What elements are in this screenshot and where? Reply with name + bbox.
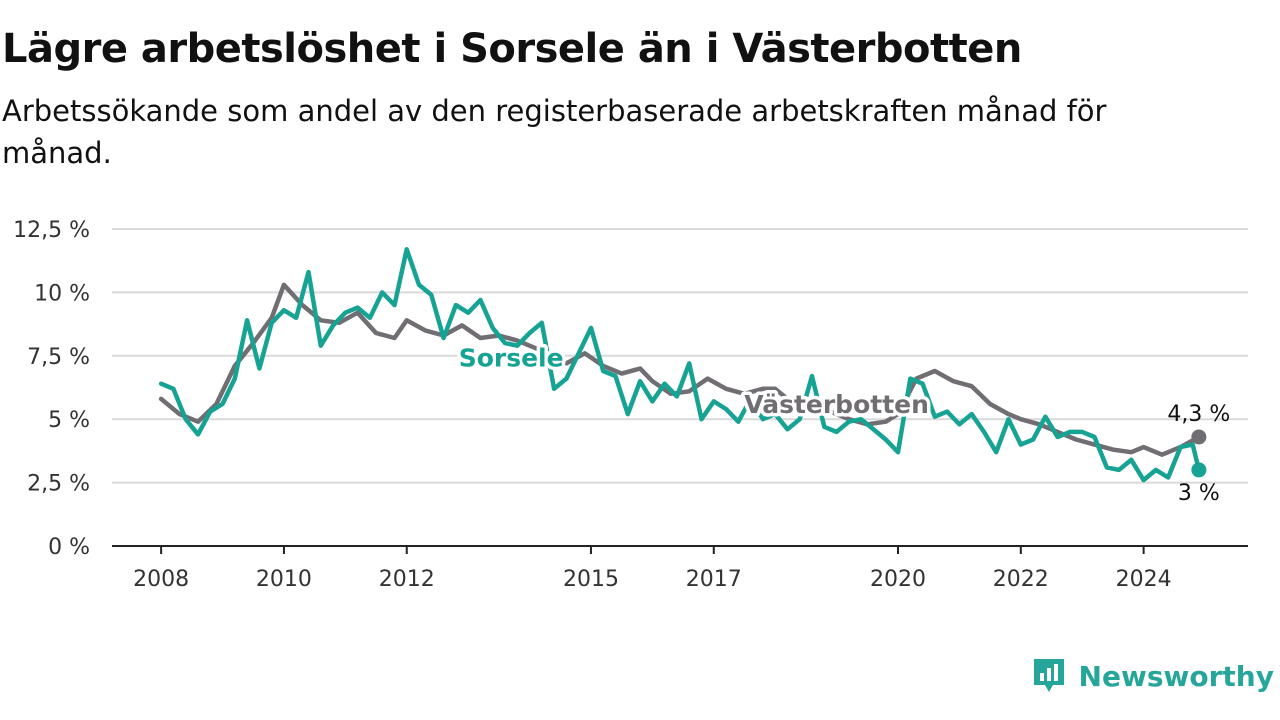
newsworthy-logo-text: Newsworthy [1078,659,1274,693]
y-tick-label: 2,5 % [27,472,90,497]
x-tick-label: 2024 [1116,567,1172,592]
x-tick-label: 2017 [686,567,742,592]
y-tick-label: 12,5 % [13,218,90,243]
y-tick-label: 7,5 % [27,345,90,370]
end-marker-vasterbotten [1191,429,1207,445]
x-tick-label: 2022 [993,567,1049,592]
series-label-sorsele: Sorsele [459,343,564,372]
series-line-sorsele [158,247,1202,483]
newsworthy-logo: Newsworthy [1031,656,1274,696]
x-tick-label: 2015 [563,567,619,592]
series-label-vasterbotten: Västerbotten [744,390,929,419]
end-label-sorsele: 3 % [1178,481,1220,506]
chart-subtitle: Arbetssökande som andel av den registerb… [2,94,1107,170]
chart-title: Lägre arbetslöshet i Sorsele än i Väster… [2,26,1022,72]
x-tick-label: 2008 [133,567,189,592]
newsworthy-logo-icon [1033,659,1064,692]
x-tick-label: 2020 [870,567,926,592]
x-tick-label: 2010 [256,567,312,592]
y-tick-label: 10 % [34,281,90,306]
y-tick-label: 5 % [48,408,90,433]
end-marker-sorsele [1191,462,1207,478]
y-tick-label: 0 % [48,535,90,560]
end-label-vasterbotten: 4,3 % [1167,402,1230,427]
x-tick-label: 2012 [379,567,435,592]
